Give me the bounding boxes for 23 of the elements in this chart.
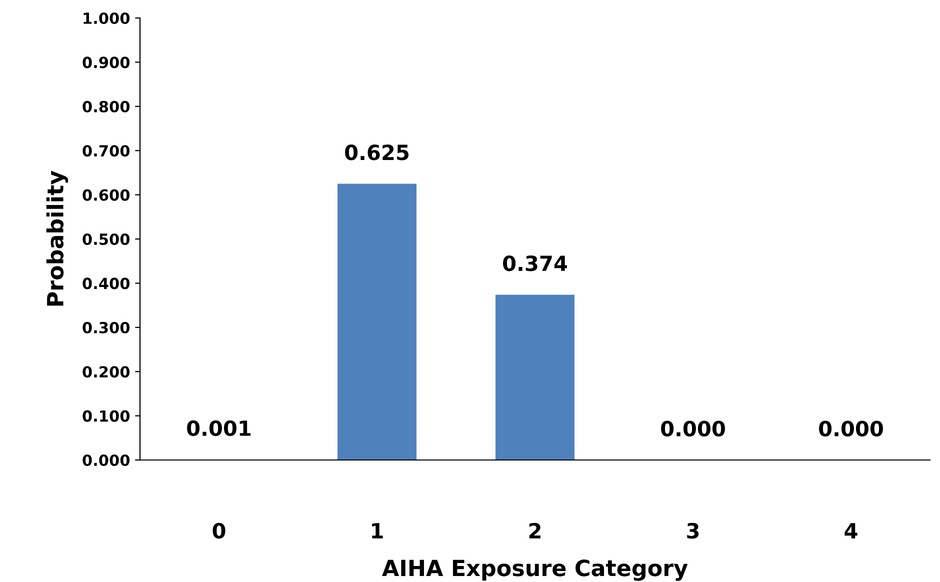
y-tick-label: 0.700 xyxy=(82,145,130,157)
y-tick-label: 0.000 xyxy=(82,454,130,466)
x-tick-label: 4 xyxy=(844,523,858,538)
y-tick-label: 0.400 xyxy=(82,278,130,290)
y-tick-label: 0.100 xyxy=(82,410,130,422)
y-tick-label: 1.000 xyxy=(84,12,130,24)
data-label: 0.374 xyxy=(503,255,567,272)
data-label: 0.625 xyxy=(345,144,408,160)
x-tick-label: 1 xyxy=(372,523,383,538)
x-tick-label: 0 xyxy=(212,522,226,539)
data-label: 0.000 xyxy=(819,420,883,437)
data-label: 0.000 xyxy=(661,420,725,437)
data-label: 0.001 xyxy=(187,420,251,436)
y-tick-label: 0.200 xyxy=(82,366,130,378)
y-tick-label: 0.800 xyxy=(82,100,130,112)
y-tick-label: 0.900 xyxy=(82,56,130,68)
x-tick-label: 3 xyxy=(687,522,699,539)
x-axis-title: AIHA Exposure Category xyxy=(382,560,688,581)
y-tick-label: 0.600 xyxy=(82,189,130,201)
y-tick-label: 0.500 xyxy=(82,233,130,246)
y-tick-label: 0.300 xyxy=(82,322,130,334)
x-tick-label: 2 xyxy=(529,522,540,538)
y-axis-title: Probability xyxy=(46,170,68,306)
